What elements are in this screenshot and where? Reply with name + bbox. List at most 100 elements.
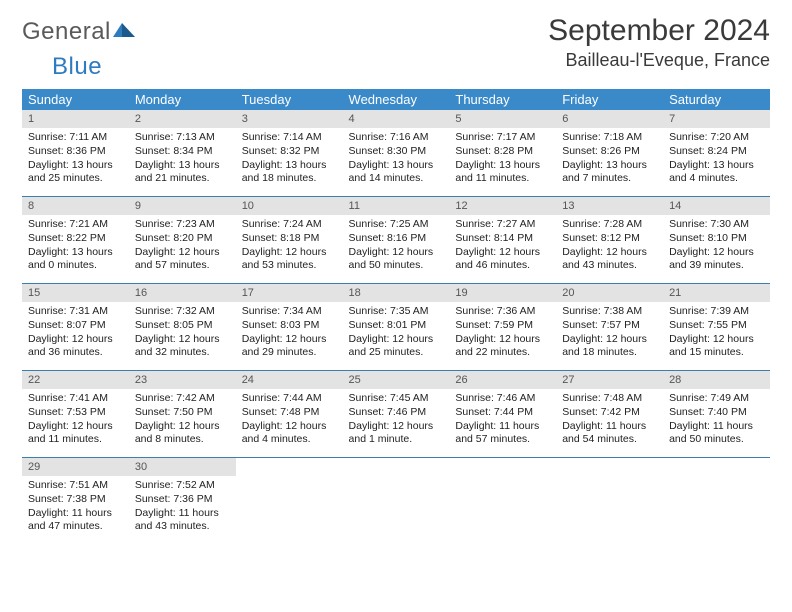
sunrise-line: Sunrise: 7:44 AM <box>242 392 337 406</box>
sunset-line: Sunset: 7:46 PM <box>349 406 444 420</box>
daylight-line-2: and 21 minutes. <box>135 172 230 186</box>
sunset-line: Sunset: 8:22 PM <box>28 232 123 246</box>
daylight-line-2: and 11 minutes. <box>455 172 550 186</box>
calendar-row: 8Sunrise: 7:21 AMSunset: 8:22 PMDaylight… <box>22 197 770 284</box>
sunrise-line: Sunrise: 7:45 AM <box>349 392 444 406</box>
daylight-line-2: and 14 minutes. <box>349 172 444 186</box>
calendar-cell <box>663 458 770 545</box>
day-number: 18 <box>343 284 450 302</box>
day-body: Sunrise: 7:28 AMSunset: 8:12 PMDaylight:… <box>556 215 663 277</box>
daylight-line-2: and 4 minutes. <box>669 172 764 186</box>
sunset-line: Sunset: 7:53 PM <box>28 406 123 420</box>
calendar-cell: 12Sunrise: 7:27 AMSunset: 8:14 PMDayligh… <box>449 197 556 284</box>
day-number: 21 <box>663 284 770 302</box>
daylight-line-2: and 57 minutes. <box>135 259 230 273</box>
daylight-line: Daylight: 12 hours <box>28 420 123 434</box>
sunrise-line: Sunrise: 7:32 AM <box>135 305 230 319</box>
day-number: 6 <box>556 110 663 128</box>
day-number: 7 <box>663 110 770 128</box>
sunrise-line: Sunrise: 7:16 AM <box>349 131 444 145</box>
daylight-line: Daylight: 12 hours <box>562 333 657 347</box>
logo: General <box>22 18 137 46</box>
sunset-line: Sunset: 8:34 PM <box>135 145 230 159</box>
sunset-line: Sunset: 8:20 PM <box>135 232 230 246</box>
day-body: Sunrise: 7:13 AMSunset: 8:34 PMDaylight:… <box>129 128 236 190</box>
day-number: 5 <box>449 110 556 128</box>
daylight-line: Daylight: 13 hours <box>349 159 444 173</box>
daylight-line: Daylight: 13 hours <box>28 246 123 260</box>
daylight-line: Daylight: 11 hours <box>669 420 764 434</box>
sunset-line: Sunset: 7:57 PM <box>562 319 657 333</box>
day-body: Sunrise: 7:21 AMSunset: 8:22 PMDaylight:… <box>22 215 129 277</box>
calendar-cell: 5Sunrise: 7:17 AMSunset: 8:28 PMDaylight… <box>449 110 556 197</box>
calendar-row: 1Sunrise: 7:11 AMSunset: 8:36 PMDaylight… <box>22 110 770 197</box>
sunrise-line: Sunrise: 7:38 AM <box>562 305 657 319</box>
daylight-line: Daylight: 12 hours <box>562 246 657 260</box>
calendar-cell <box>449 458 556 545</box>
calendar-cell: 4Sunrise: 7:16 AMSunset: 8:30 PMDaylight… <box>343 110 450 197</box>
weekday-sunday: Sunday <box>22 89 129 110</box>
calendar-cell: 6Sunrise: 7:18 AMSunset: 8:26 PMDaylight… <box>556 110 663 197</box>
calendar-cell: 21Sunrise: 7:39 AMSunset: 7:55 PMDayligh… <box>663 284 770 371</box>
daylight-line: Daylight: 12 hours <box>455 246 550 260</box>
sunset-line: Sunset: 8:05 PM <box>135 319 230 333</box>
daylight-line: Daylight: 13 hours <box>455 159 550 173</box>
sunrise-line: Sunrise: 7:30 AM <box>669 218 764 232</box>
daylight-line: Daylight: 13 hours <box>28 159 123 173</box>
calendar-cell: 24Sunrise: 7:44 AMSunset: 7:48 PMDayligh… <box>236 371 343 458</box>
day-body: Sunrise: 7:31 AMSunset: 8:07 PMDaylight:… <box>22 302 129 364</box>
weekday-saturday: Saturday <box>663 89 770 110</box>
daylight-line-2: and 39 minutes. <box>669 259 764 273</box>
calendar-cell: 9Sunrise: 7:23 AMSunset: 8:20 PMDaylight… <box>129 197 236 284</box>
sunrise-line: Sunrise: 7:24 AM <box>242 218 337 232</box>
weekday-header-row: Sunday Monday Tuesday Wednesday Thursday… <box>22 89 770 110</box>
day-number: 8 <box>22 197 129 215</box>
weekday-thursday: Thursday <box>449 89 556 110</box>
day-number: 15 <box>22 284 129 302</box>
calendar-cell: 13Sunrise: 7:28 AMSunset: 8:12 PMDayligh… <box>556 197 663 284</box>
day-body: Sunrise: 7:23 AMSunset: 8:20 PMDaylight:… <box>129 215 236 277</box>
calendar-cell <box>236 458 343 545</box>
daylight-line-2: and 53 minutes. <box>242 259 337 273</box>
sunrise-line: Sunrise: 7:23 AM <box>135 218 230 232</box>
calendar-cell: 29Sunrise: 7:51 AMSunset: 7:38 PMDayligh… <box>22 458 129 545</box>
calendar-cell: 19Sunrise: 7:36 AMSunset: 7:59 PMDayligh… <box>449 284 556 371</box>
sunrise-line: Sunrise: 7:52 AM <box>135 479 230 493</box>
day-number: 1 <box>22 110 129 128</box>
daylight-line-2: and 18 minutes. <box>562 346 657 360</box>
day-body: Sunrise: 7:17 AMSunset: 8:28 PMDaylight:… <box>449 128 556 190</box>
sunrise-line: Sunrise: 7:11 AM <box>28 131 123 145</box>
daylight-line-2: and 4 minutes. <box>242 433 337 447</box>
daylight-line-2: and 32 minutes. <box>135 346 230 360</box>
day-number: 3 <box>236 110 343 128</box>
weekday-friday: Friday <box>556 89 663 110</box>
calendar-cell: 22Sunrise: 7:41 AMSunset: 7:53 PMDayligh… <box>22 371 129 458</box>
calendar-cell: 30Sunrise: 7:52 AMSunset: 7:36 PMDayligh… <box>129 458 236 545</box>
daylight-line-2: and 46 minutes. <box>455 259 550 273</box>
daylight-line-2: and 0 minutes. <box>28 259 123 273</box>
sunrise-line: Sunrise: 7:14 AM <box>242 131 337 145</box>
day-number: 17 <box>236 284 343 302</box>
calendar-cell: 16Sunrise: 7:32 AMSunset: 8:05 PMDayligh… <box>129 284 236 371</box>
daylight-line: Daylight: 11 hours <box>455 420 550 434</box>
daylight-line: Daylight: 12 hours <box>135 333 230 347</box>
sunset-line: Sunset: 8:16 PM <box>349 232 444 246</box>
sunrise-line: Sunrise: 7:25 AM <box>349 218 444 232</box>
daylight-line: Daylight: 12 hours <box>349 420 444 434</box>
day-body: Sunrise: 7:52 AMSunset: 7:36 PMDaylight:… <box>129 476 236 538</box>
day-body: Sunrise: 7:49 AMSunset: 7:40 PMDaylight:… <box>663 389 770 451</box>
calendar-cell: 28Sunrise: 7:49 AMSunset: 7:40 PMDayligh… <box>663 371 770 458</box>
daylight-line: Daylight: 12 hours <box>349 333 444 347</box>
sunset-line: Sunset: 8:32 PM <box>242 145 337 159</box>
daylight-line-2: and 43 minutes. <box>135 520 230 534</box>
sunset-line: Sunset: 7:48 PM <box>242 406 337 420</box>
sunset-line: Sunset: 7:55 PM <box>669 319 764 333</box>
day-number: 11 <box>343 197 450 215</box>
daylight-line-2: and 11 minutes. <box>28 433 123 447</box>
day-body: Sunrise: 7:35 AMSunset: 8:01 PMDaylight:… <box>343 302 450 364</box>
sunset-line: Sunset: 7:40 PM <box>669 406 764 420</box>
daylight-line-2: and 47 minutes. <box>28 520 123 534</box>
daylight-line: Daylight: 12 hours <box>669 246 764 260</box>
daylight-line-2: and 36 minutes. <box>28 346 123 360</box>
sunset-line: Sunset: 8:14 PM <box>455 232 550 246</box>
